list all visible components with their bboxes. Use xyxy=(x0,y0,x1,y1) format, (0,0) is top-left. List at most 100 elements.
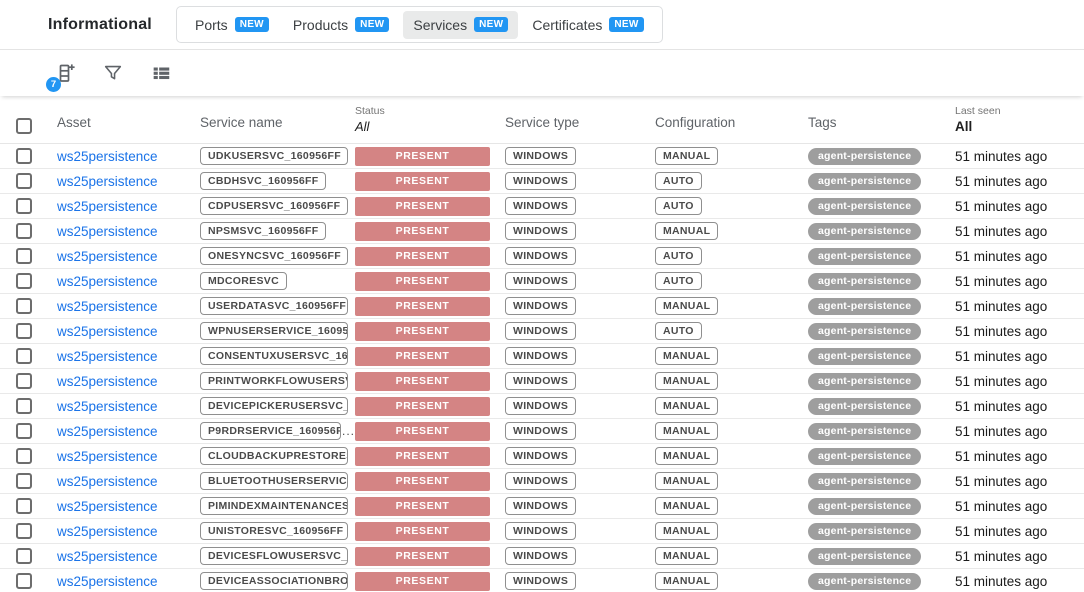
tag-pill: agent-persistence xyxy=(808,397,922,415)
table-row: ws25persistence USERDATASVC_160956FF PRE… xyxy=(0,294,1084,319)
configuration-chip: AUTO xyxy=(655,247,702,265)
row-checkbox[interactable] xyxy=(16,448,32,464)
row-checkbox[interactable] xyxy=(16,548,32,564)
service-type-chip: WINDOWS xyxy=(505,322,577,340)
new-badge: NEW xyxy=(355,17,390,32)
tag-pill: agent-persistence xyxy=(808,522,922,540)
row-checkbox[interactable] xyxy=(16,523,32,539)
service-type-chip: WINDOWS xyxy=(505,297,577,315)
status-badge: PRESENT xyxy=(355,571,490,591)
tab-services-label: Services xyxy=(413,16,468,33)
new-badge: NEW xyxy=(234,17,269,32)
tag-pill: agent-persistence xyxy=(808,547,922,565)
service-name-chip: CDPUSERSVC_160956FF xyxy=(200,197,348,215)
asset-link[interactable]: ws25persistence xyxy=(57,373,158,389)
row-checkbox[interactable] xyxy=(16,498,32,514)
last-seen-value: 51 minutes ago xyxy=(955,398,1048,414)
filter-button[interactable] xyxy=(100,60,126,86)
row-checkbox[interactable] xyxy=(16,223,32,239)
asset-link[interactable]: ws25persistence xyxy=(57,273,158,289)
service-name-chip: P9RDRSERVICE_160956FF xyxy=(200,422,341,440)
column-header-configuration[interactable]: Configuration xyxy=(655,115,736,130)
asset-link[interactable]: ws25persistence xyxy=(57,173,158,189)
tab-ports[interactable]: Ports NEW xyxy=(185,11,279,39)
column-header-asset[interactable]: Asset xyxy=(57,115,91,130)
row-checkbox[interactable] xyxy=(16,573,32,589)
view-list-button[interactable] xyxy=(148,60,174,86)
status-badge: PRESENT xyxy=(355,421,490,441)
tab-group: Ports NEW Products NEW Services NEW Cert… xyxy=(176,6,663,43)
asset-link[interactable]: ws25persistence xyxy=(57,198,158,214)
asset-link[interactable]: ws25persistence xyxy=(57,573,158,589)
table-header: Asset Service name Status All Service ty… xyxy=(0,96,1084,144)
service-name-chip: NPSMSVC_160956FF xyxy=(200,222,327,240)
service-name-chip: PRINTWORKFLOWUSERSVC_160956 xyxy=(200,372,348,390)
tab-certificates-label: Certificates xyxy=(532,16,603,33)
configuration-chip: AUTO xyxy=(655,197,702,215)
last-seen-value: 51 minutes ago xyxy=(955,173,1048,189)
status-label: Status xyxy=(355,105,385,117)
asset-link[interactable]: ws25persistence xyxy=(57,348,158,364)
asset-link[interactable]: ws25persistence xyxy=(57,398,158,414)
service-type-chip: WINDOWS xyxy=(505,572,577,590)
tab-certificates[interactable]: Certificates NEW xyxy=(522,11,653,39)
tag-pill: agent-persistence xyxy=(808,472,922,490)
asset-link[interactable]: ws25persistence xyxy=(57,448,158,464)
service-type-chip: WINDOWS xyxy=(505,372,577,390)
column-header-service-name[interactable]: Service name xyxy=(200,115,283,130)
service-name-chip: WPNUSERSERVICE_160956FF xyxy=(200,322,348,340)
row-checkbox[interactable] xyxy=(16,373,32,389)
asset-link[interactable]: ws25persistence xyxy=(57,148,158,164)
status-badge: PRESENT xyxy=(355,171,490,191)
select-all-checkbox[interactable] xyxy=(16,118,32,134)
asset-link[interactable]: ws25persistence xyxy=(57,323,158,339)
table-body: ws25persistence UDKUSERSVC_160956FF PRES… xyxy=(0,144,1084,592)
asset-link[interactable]: ws25persistence xyxy=(57,423,158,439)
asset-link[interactable]: ws25persistence xyxy=(57,473,158,489)
asset-link[interactable]: ws25persistence xyxy=(57,548,158,564)
status-badge: PRESENT xyxy=(355,296,490,316)
row-checkbox[interactable] xyxy=(16,398,32,414)
table-row: ws25persistence CBDHSVC_160956FF PRESENT… xyxy=(0,169,1084,194)
column-header-tags[interactable]: Tags xyxy=(808,115,837,130)
tab-products[interactable]: Products NEW xyxy=(283,11,399,39)
last-seen-value: 51 minutes ago xyxy=(955,223,1048,239)
row-checkbox[interactable] xyxy=(16,198,32,214)
row-checkbox[interactable] xyxy=(16,148,32,164)
configuration-chip: MANUAL xyxy=(655,372,719,390)
service-type-chip: WINDOWS xyxy=(505,222,577,240)
table-row: ws25persistence PIMINDEXMAINTENANCESVC_1… xyxy=(0,494,1084,519)
row-checkbox[interactable] xyxy=(16,473,32,489)
status-badge: PRESENT xyxy=(355,546,490,566)
row-checkbox[interactable] xyxy=(16,323,32,339)
asset-link[interactable]: ws25persistence xyxy=(57,223,158,239)
status-filter-value[interactable]: All xyxy=(355,119,370,134)
column-header-status[interactable]: Status All xyxy=(355,105,505,143)
service-name-chip: UNISTORESVC_160956FF xyxy=(200,522,348,540)
asset-link[interactable]: ws25persistence xyxy=(57,523,158,539)
row-checkbox[interactable] xyxy=(16,423,32,439)
configuration-chip: MANUAL xyxy=(655,147,719,165)
column-header-last-seen[interactable]: Last seen All xyxy=(955,105,1084,143)
row-checkbox[interactable] xyxy=(16,348,32,364)
configuration-chip: MANUAL xyxy=(655,222,719,240)
asset-link[interactable]: ws25persistence xyxy=(57,298,158,314)
asset-link[interactable]: ws25persistence xyxy=(57,498,158,514)
column-count-badge: 7 xyxy=(46,77,61,92)
column-header-service-type[interactable]: Service type xyxy=(505,115,580,130)
view-list-icon xyxy=(150,62,172,84)
last-seen-value: 51 minutes ago xyxy=(955,198,1048,214)
configuration-chip: MANUAL xyxy=(655,422,719,440)
service-type-chip: WINDOWS xyxy=(505,497,577,515)
status-badge: PRESENT xyxy=(355,196,490,216)
row-checkbox[interactable] xyxy=(16,298,32,314)
service-type-chip: WINDOWS xyxy=(505,147,577,165)
row-checkbox[interactable] xyxy=(16,273,32,289)
row-checkbox[interactable] xyxy=(16,248,32,264)
tab-services[interactable]: Services NEW xyxy=(403,10,519,39)
asset-link[interactable]: ws25persistence xyxy=(57,248,158,264)
last-seen-filter-value[interactable]: All xyxy=(955,119,973,134)
page-title: Informational xyxy=(48,15,152,33)
add-column-button[interactable]: 7 xyxy=(46,60,78,92)
row-checkbox[interactable] xyxy=(16,173,32,189)
